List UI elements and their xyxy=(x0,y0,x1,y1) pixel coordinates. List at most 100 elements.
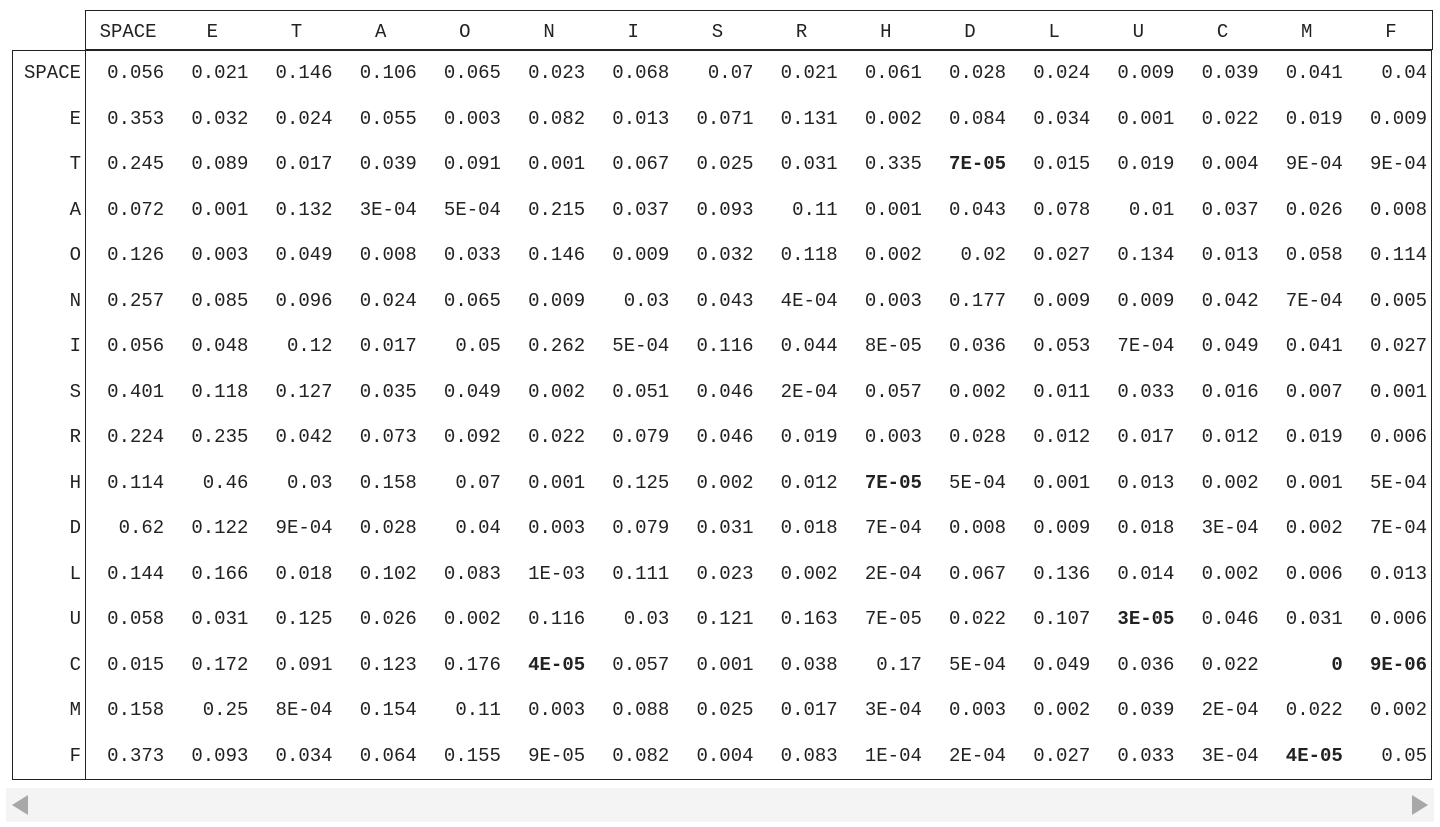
table-cell: 0.17 xyxy=(876,653,922,676)
table-cell: 0.083 xyxy=(443,562,501,585)
table-cell: 7E-05 xyxy=(864,471,922,494)
table-cell: 0.067 xyxy=(612,153,670,175)
table-row: 0.144 0.166 0.018 0.102 0.083 1E-03 0.111 0.023… xyxy=(86,552,1432,598)
table-cell: 0.037 xyxy=(612,198,670,221)
table-cell: 0.057 xyxy=(612,653,670,676)
table-cell: 0.125 xyxy=(275,608,333,630)
table-cell: 0.042 xyxy=(1201,289,1259,312)
row-header-cell: SPACE xyxy=(23,62,81,84)
row-header: SPACE E T A O N I S R H D L U C M F xyxy=(13,51,86,779)
table-row: 0.126 0.003 0.049 0.008 0.033 0.146 0.009 0.032… xyxy=(86,233,1432,279)
table-cell: 0.05 xyxy=(1381,744,1427,767)
table-cell: 0.001 xyxy=(191,198,249,221)
column-header-cell: M xyxy=(1301,21,1313,43)
table-cell: 0.03 xyxy=(623,289,670,312)
table-cell: 0.021 xyxy=(780,62,838,84)
table-cell: 0.041 xyxy=(1285,62,1343,84)
table-cell: 1E-03 xyxy=(528,562,586,585)
table-row: 0.401 0.118 0.127 0.035 0.049 0.002 0.051 0.046… xyxy=(86,370,1432,416)
table-cell: 0.003 xyxy=(864,426,922,448)
table-cell: 0.039 xyxy=(1201,62,1259,84)
table-cell: 0.091 xyxy=(275,653,333,676)
column-header-cell: D xyxy=(964,21,976,43)
table-cell: 0.025 xyxy=(696,153,754,175)
table-cell: 0.04 xyxy=(1381,62,1427,84)
scroll-left-icon[interactable] xyxy=(12,795,28,815)
table-row: 0.058 0.031 0.125 0.026 0.002 0.116 0.03 0.121 0… xyxy=(86,597,1432,643)
row-header-cell: H xyxy=(69,471,81,494)
grid-body: SPACE E T A O N I S R H D L U C M F 0.056 0.021 0.146 0.10… xyxy=(12,50,1432,780)
table-row: 0.072 0.001 0.132 3E-04 5E-04 0.215 0.037 0.093… xyxy=(86,188,1432,234)
table-cell: 5E-04 xyxy=(949,471,1007,494)
horizontal-scrollbar[interactable] xyxy=(6,788,1434,822)
table-cell: 0.002 xyxy=(864,107,922,130)
table-cell: 0.004 xyxy=(1201,153,1259,175)
table-cell: 0.07 xyxy=(707,62,754,84)
table-cell: 0.013 xyxy=(1201,244,1259,266)
row-header-cell: N xyxy=(69,289,81,312)
table-cell: 0.146 xyxy=(275,62,333,84)
table-cell: 0.262 xyxy=(528,335,586,357)
table-cell: 0.096 xyxy=(275,289,333,312)
table-cell: 0.144 xyxy=(107,562,165,585)
grid-corner xyxy=(12,10,85,50)
table-cell: 2E-04 xyxy=(864,562,922,585)
table-cell: 0.032 xyxy=(696,244,754,266)
table-cell: 0.046 xyxy=(696,426,754,448)
table-cell: 0.017 xyxy=(359,335,417,357)
table-cell: 0.041 xyxy=(1285,335,1343,357)
table-cell: 0.064 xyxy=(359,744,417,767)
table-cell: 0.048 xyxy=(191,335,249,357)
table-cell: 7E-04 xyxy=(864,517,922,539)
table-cell: 0 xyxy=(1331,653,1343,676)
table-cell: 0.25 xyxy=(202,699,249,721)
table-cell: 0.028 xyxy=(949,426,1007,448)
table-cell: 0.002 xyxy=(1369,699,1427,721)
table-cell: 5E-04 xyxy=(612,335,670,357)
table-cell: 0.033 xyxy=(1117,380,1175,403)
table-row: 0.015 0.172 0.091 0.123 0.176 4E-05 0.057 0.001… xyxy=(86,643,1432,689)
table-cell: 0.04 xyxy=(455,517,501,539)
table-cell: 5E-04 xyxy=(1369,471,1427,494)
table-cell: 0.146 xyxy=(528,244,586,266)
table-cell: 0.002 xyxy=(528,380,586,403)
table-cell: 0.008 xyxy=(949,517,1007,539)
table-cell: 0.07 xyxy=(455,471,501,494)
table-cell: 0.027 xyxy=(1033,744,1091,767)
column-header-cell: F xyxy=(1385,21,1397,43)
table-cell: 5E-04 xyxy=(443,198,501,221)
table-cell: 0.053 xyxy=(1033,335,1091,357)
table-row: 0.056 0.048 0.12 0.017 0.05 0.262 5E-04 0.116 0.… xyxy=(86,324,1432,370)
table-cell: 0.009 xyxy=(528,289,586,312)
table-cell: 0.037 xyxy=(1201,198,1259,221)
table-cell: 0.012 xyxy=(1201,426,1259,448)
table-cell: 0.401 xyxy=(107,380,165,403)
table-cell: 0.001 xyxy=(864,198,922,221)
table-cell: 5E-04 xyxy=(949,653,1007,676)
table-cell: 4E-05 xyxy=(1285,744,1343,767)
table-cell: 0.055 xyxy=(359,107,417,130)
table-cell: 0.012 xyxy=(780,471,838,494)
table-cell: 0.154 xyxy=(359,699,417,721)
row-header-cell: T xyxy=(69,153,81,175)
column-header-cell: O xyxy=(459,21,471,43)
scroll-right-icon[interactable] xyxy=(1412,795,1428,815)
table-cell: 0.007 xyxy=(1285,380,1343,403)
table-cell: 0.002 xyxy=(1285,517,1343,539)
probability-grid: SPACE E T A O N I S R H D L U C M F SPACE E T A O N I S R H D L U C M… xyxy=(12,10,1433,780)
column-header-cell: C xyxy=(1216,21,1229,43)
table-cell: 0.088 xyxy=(612,699,670,721)
column-header-cell: SPACE xyxy=(99,21,157,43)
table-cell: 0.073 xyxy=(359,426,417,448)
table-cell: 0.033 xyxy=(1117,744,1175,767)
table-cell: 0.122 xyxy=(191,517,249,539)
table-cell: 0.028 xyxy=(949,62,1007,84)
table-cell: 0.049 xyxy=(275,244,333,266)
table-cell: 0.019 xyxy=(1117,153,1175,175)
table-cell: 0.001 xyxy=(1033,471,1091,494)
table-cell: 0.093 xyxy=(191,744,249,767)
table-cell: 0.027 xyxy=(1369,335,1427,357)
table-cell: 0.001 xyxy=(1285,471,1343,494)
table-cell: 0.03 xyxy=(623,608,670,630)
table-cell: 0.022 xyxy=(1201,107,1259,130)
